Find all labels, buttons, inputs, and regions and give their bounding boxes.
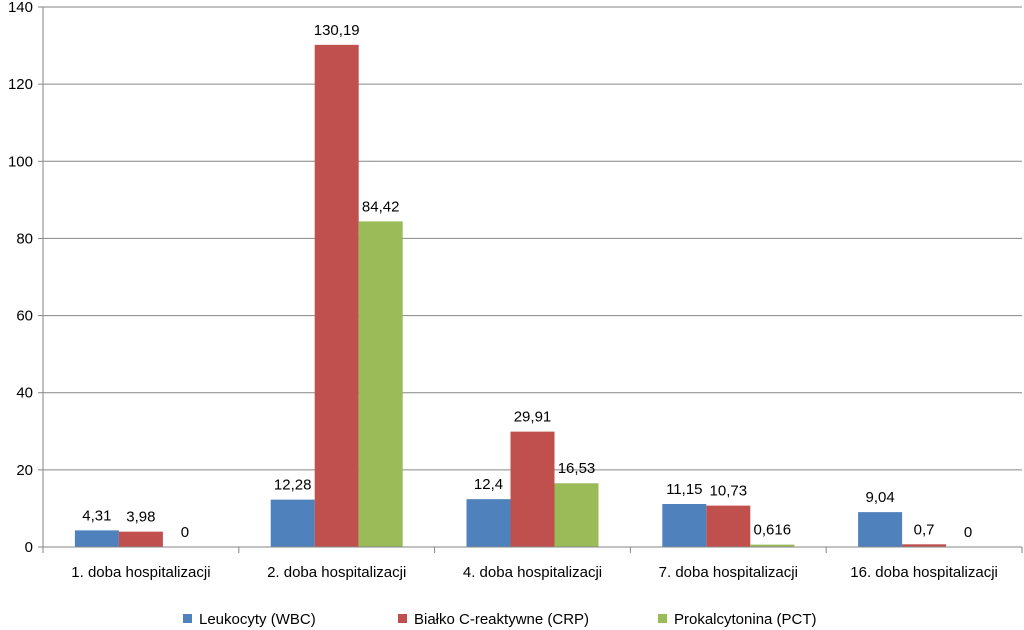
data-label: 0 bbox=[181, 524, 189, 541]
y-tick-label: 40 bbox=[16, 385, 33, 402]
legend-swatch bbox=[658, 614, 667, 623]
x-category-label: 7. doba hospitalizacji bbox=[659, 564, 798, 581]
bar-crp bbox=[706, 505, 751, 547]
y-axis-ticks: 0 20 40 60 80 100 120 140 bbox=[8, 0, 43, 556]
y-tick-label: 80 bbox=[16, 230, 33, 247]
bar-pct bbox=[358, 221, 403, 547]
bar-crp bbox=[118, 531, 163, 547]
data-label: 12,28 bbox=[274, 477, 312, 494]
bar-crp bbox=[314, 44, 359, 548]
y-tick-label: 20 bbox=[16, 462, 33, 479]
data-label: 9,04 bbox=[865, 489, 894, 506]
data-label: 12,4 bbox=[474, 476, 503, 493]
x-category-label: 1. doba hospitalizacji bbox=[71, 564, 210, 581]
legend-label: Białko C-reaktywne (CRP) bbox=[414, 611, 589, 628]
data-label: 84,42 bbox=[362, 198, 400, 215]
data-label: 29,91 bbox=[514, 409, 552, 426]
data-label: 11,15 bbox=[666, 481, 702, 498]
bars bbox=[74, 44, 947, 548]
data-label: 0,616 bbox=[754, 522, 792, 539]
data-label: 10,73 bbox=[710, 483, 748, 500]
y-tick-label: 120 bbox=[8, 76, 33, 93]
x-category-label: 2. doba hospitalizacji bbox=[267, 564, 406, 581]
data-label: 4,31 bbox=[82, 507, 111, 524]
y-tick-label: 100 bbox=[8, 153, 33, 170]
data-label: 0,7 bbox=[914, 521, 935, 538]
x-axis-categories: 1. doba hospitalizacji 2. doba hospitaliz… bbox=[42, 547, 1023, 581]
legend-swatch bbox=[183, 614, 192, 623]
legend-label: Leukocyty (WBC) bbox=[199, 611, 316, 628]
bar-crp bbox=[902, 544, 947, 547]
data-label: 0 bbox=[964, 524, 972, 541]
data-labels: 4,31 12,28 12,4 11,15 9,04 3,98 130,19 29,91 10,… bbox=[82, 22, 972, 541]
bar-wbc bbox=[466, 499, 511, 547]
data-label: 16,53 bbox=[558, 460, 596, 477]
gridlines bbox=[43, 6, 1022, 471]
y-tick-label: 0 bbox=[25, 539, 33, 556]
bar-wbc bbox=[858, 512, 903, 547]
data-label: 130,19 bbox=[314, 22, 360, 39]
bar-pct bbox=[554, 483, 599, 547]
y-tick-label: 140 bbox=[8, 0, 33, 16]
axes bbox=[42, 7, 1022, 548]
bar-wbc bbox=[662, 503, 707, 547]
x-category-label: 16. doba hospitalizacji bbox=[850, 564, 998, 581]
bar-wbc bbox=[270, 499, 315, 547]
legend: Leukocyty (WBC) Białko C-reaktywne (CRP) P… bbox=[183, 611, 817, 628]
y-tick-label: 60 bbox=[16, 308, 33, 325]
legend-swatch bbox=[398, 614, 407, 623]
legend-label: Prokalcytonina (PCT) bbox=[674, 611, 817, 628]
x-category-label: 4. doba hospitalizacji bbox=[463, 564, 602, 581]
data-label: 3,98 bbox=[126, 509, 155, 526]
bar-pct bbox=[750, 544, 795, 547]
bar-crp bbox=[510, 431, 555, 547]
bar-wbc bbox=[74, 530, 119, 547]
